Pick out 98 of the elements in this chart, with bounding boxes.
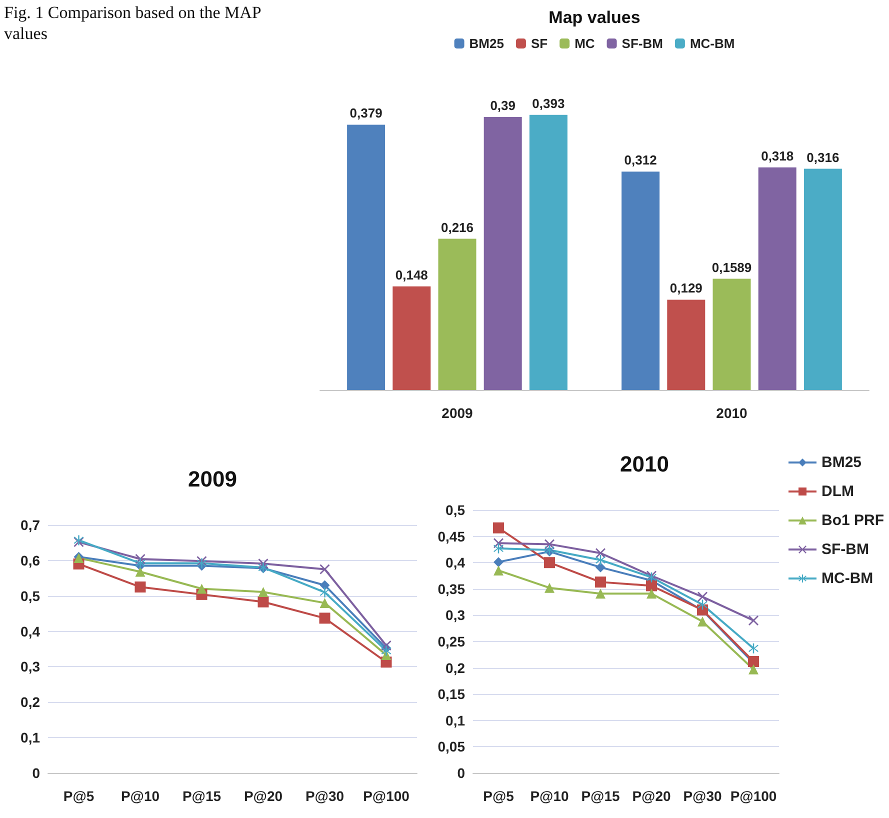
point [596,588,606,599]
y-tick-label: 0,5 [20,588,40,604]
y-tick-label: 0,2 [446,660,466,676]
caption: Fig. 1 Comparison based on the MAP values [4,2,262,44]
y-tick-label: 0,3 [446,607,466,624]
point [596,554,606,565]
bar [758,167,796,390]
data-label: 0,39 [490,98,516,113]
x-tick-label: P@10 [530,788,569,804]
y-tick-label: 0,35 [438,580,466,597]
y-tick-label: 0,25 [438,634,466,650]
point [320,564,330,574]
data-label: 0,393 [532,96,565,111]
point [494,543,504,554]
data-label: 0,379 [350,106,382,121]
bar [622,172,660,390]
legend-label: DLM [821,483,854,500]
x-tick-label: P@20 [632,788,671,804]
x-tick-label: P@30 [683,788,722,804]
x-tick-label: P@5 [63,788,94,804]
point [748,643,758,654]
chart-title: 2009 [188,466,237,492]
point [596,562,606,572]
x-tick-label: P@30 [305,788,344,804]
y-tick-label: 0,2 [20,694,40,710]
point [258,596,269,608]
y-tick-label: 0,15 [438,686,466,702]
point [320,587,330,598]
chart-title: Map values [548,8,640,27]
legend-label: MC-BM [690,36,735,51]
y-tick-label: 0,05 [438,738,466,755]
point [134,582,146,592]
point [698,616,708,627]
point [320,580,330,590]
y-tick-label: 0 [32,765,40,781]
bar [347,124,386,390]
point [595,576,606,588]
legend-label: SF-BM [821,541,869,558]
x-tick-label: P@100 [363,788,410,804]
point [544,582,554,593]
y-tick-label: 0,5 [446,502,466,518]
point [596,548,606,558]
bar [392,286,431,390]
legend-label: MC [574,36,596,51]
point [320,598,330,608]
data-label: 0,312 [624,152,657,168]
y-tick-label: 0,6 [20,552,40,568]
point [646,588,656,599]
point [493,522,504,534]
y-tick-label: 0,4 [446,554,466,571]
point [135,566,146,577]
y-tick-label: 0,1 [20,730,40,746]
bar [484,117,522,390]
legend-label: BM25 [821,454,862,471]
point [748,656,759,667]
point [494,557,504,568]
point [698,592,708,602]
bar [712,278,751,390]
bar [804,168,842,390]
y-tick-label: 0,45 [438,528,466,544]
point [258,586,268,597]
bar [667,300,706,390]
point [135,558,146,568]
x-tick-label: P@10 [120,788,160,804]
point [544,557,555,568]
x-tick-label: P@5 [483,788,514,804]
data-label: 0,1589 [712,260,752,275]
legend-label: SF-BM [622,36,663,51]
data-label: 0,316 [806,150,840,165]
x-tick-label: P@20 [244,788,283,804]
point [698,600,708,610]
x-tick-label: P@100 [730,788,777,804]
y-tick-label: 0 [457,765,466,781]
bar [529,114,568,390]
legend-label: MC-BM [821,570,874,587]
y-tick-label: 0,4 [20,623,40,640]
legend-label: BM25 [469,36,504,51]
y-tick-label: 0,7 [20,517,40,533]
point [381,646,392,656]
legend-label: SF [530,36,548,51]
point [196,584,207,594]
data-label: 0,129 [670,280,702,296]
data-label: 0,148 [395,267,428,282]
data-label: 0,318 [761,148,794,164]
point [646,580,657,592]
y-tick-label: 0,3 [20,658,40,675]
point [494,565,504,576]
legend-label: Bo1 PRF [821,512,884,529]
y-tick-label: 0,1 [446,712,466,728]
x-tick-label: P@15 [581,788,620,804]
bar [438,238,476,390]
point [319,612,330,624]
point [748,664,758,674]
point [748,615,758,626]
data-label: 0,216 [440,220,474,235]
x-tick-label: P@15 [182,788,222,804]
point [544,539,554,550]
chart-title: 2010 [620,452,669,476]
